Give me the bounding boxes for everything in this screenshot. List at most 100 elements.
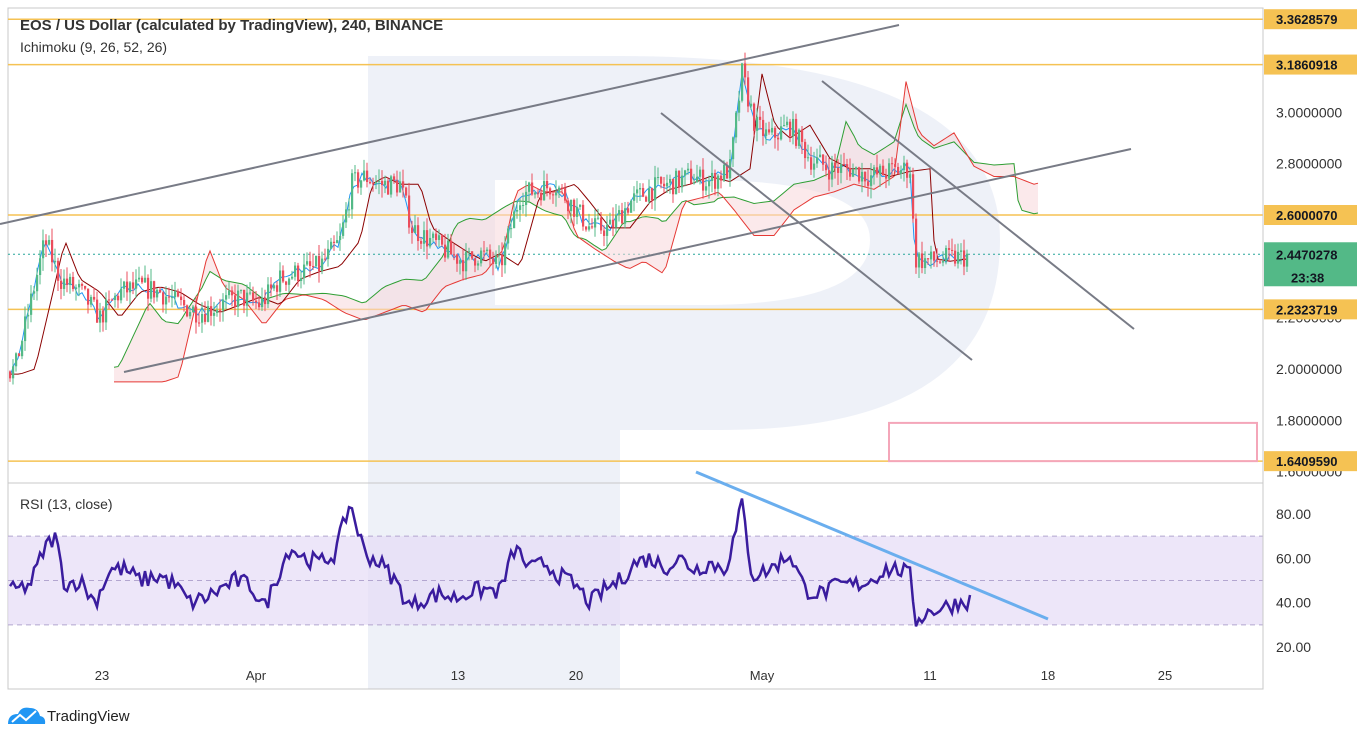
candle-body xyxy=(603,230,606,236)
candle-body xyxy=(279,270,282,292)
countdown-label: 23:38 xyxy=(1291,270,1324,285)
candle-body xyxy=(462,260,465,272)
candle-body xyxy=(783,125,786,127)
candle-body xyxy=(9,371,12,379)
candle-body xyxy=(774,127,777,138)
level-price-label: 2.6000070 xyxy=(1276,208,1337,223)
candle-body xyxy=(498,254,501,256)
candle-body xyxy=(810,157,813,170)
tradingview-logo[interactable]: TradingView xyxy=(8,707,130,725)
candle-body xyxy=(786,121,789,126)
candle-body xyxy=(657,177,660,179)
candle-body xyxy=(126,281,129,293)
candle-body xyxy=(129,282,132,293)
candle-body xyxy=(84,285,87,289)
candle-body xyxy=(675,170,678,195)
candle-body xyxy=(891,163,894,165)
candle-body xyxy=(708,180,711,187)
candle-body xyxy=(75,287,78,290)
candle-body xyxy=(444,244,447,258)
trendlines xyxy=(0,24,1135,373)
candle-body xyxy=(60,280,63,289)
candle-body xyxy=(543,181,546,201)
rsi-panel[interactable] xyxy=(7,470,1264,690)
candle-body xyxy=(219,310,222,312)
candle-body xyxy=(837,167,840,173)
candle-body xyxy=(36,275,39,292)
candle-body xyxy=(321,258,324,272)
target-zone-box xyxy=(888,421,1258,463)
candle-body xyxy=(654,177,657,201)
candle-body xyxy=(771,127,774,133)
candle-body xyxy=(441,235,444,245)
candle-body xyxy=(726,164,729,179)
candle-body xyxy=(501,254,504,266)
candle-body xyxy=(81,283,84,286)
candle-body xyxy=(399,181,402,193)
price-tick-label: 1.8000000 xyxy=(1276,412,1342,428)
time-tick-label: 11 xyxy=(923,668,937,683)
candle-body xyxy=(402,181,405,188)
candle-body xyxy=(114,295,117,301)
candle-body xyxy=(612,219,615,228)
candle-body xyxy=(678,170,681,188)
candle-body xyxy=(873,167,876,176)
candle-body xyxy=(519,205,522,210)
time-tick-label: May xyxy=(750,668,775,683)
candle-body xyxy=(381,180,384,186)
candle-body xyxy=(606,224,609,236)
time-tick-label: 18 xyxy=(1041,668,1055,683)
candle-body xyxy=(213,312,216,316)
candle-body xyxy=(195,306,198,323)
candle-body xyxy=(885,175,888,179)
candle-body xyxy=(798,129,801,146)
candle-body xyxy=(687,168,690,171)
candle-body xyxy=(813,163,816,170)
candle-body xyxy=(150,281,153,299)
candle-body xyxy=(393,176,396,181)
rsi-title: RSI (13, close) xyxy=(20,496,113,512)
candle-body xyxy=(480,250,483,264)
candle-body xyxy=(285,281,288,285)
candle-body xyxy=(306,261,309,265)
candle-body xyxy=(348,209,351,211)
candle-body xyxy=(354,172,357,174)
candle-body xyxy=(765,129,768,136)
candle-body xyxy=(282,270,285,282)
candle-body xyxy=(768,129,771,133)
candle-body xyxy=(747,77,750,107)
candle-body xyxy=(57,260,60,281)
candle-body xyxy=(954,250,957,264)
candle-body xyxy=(492,258,495,264)
candle-body xyxy=(204,314,207,322)
candle-body xyxy=(42,240,45,259)
candle-body xyxy=(276,285,279,292)
candle-body xyxy=(429,237,432,247)
candle-body xyxy=(597,217,600,219)
candle-body xyxy=(900,170,903,174)
candle-body xyxy=(930,251,933,260)
candle-body xyxy=(621,210,624,224)
candle-body xyxy=(867,181,870,186)
candle-body xyxy=(369,182,372,184)
candle-body xyxy=(633,193,636,201)
candle-body xyxy=(489,249,492,259)
candle-body xyxy=(720,175,723,181)
candle-body xyxy=(375,182,378,184)
candle-body xyxy=(426,230,429,247)
candle-body xyxy=(378,180,381,183)
candle-body xyxy=(636,189,639,194)
candle-body xyxy=(189,312,192,317)
candle-body xyxy=(432,233,435,238)
candle-body xyxy=(408,195,411,228)
candle-body xyxy=(324,258,327,260)
rsi-tick-label: 80.00 xyxy=(1276,506,1311,522)
candle-body xyxy=(714,172,717,189)
candle-body xyxy=(840,164,843,173)
candle-body xyxy=(207,306,210,322)
candle-body xyxy=(267,284,270,305)
candle-body xyxy=(363,170,366,181)
candle-body xyxy=(615,214,618,228)
candle-body xyxy=(792,118,795,137)
